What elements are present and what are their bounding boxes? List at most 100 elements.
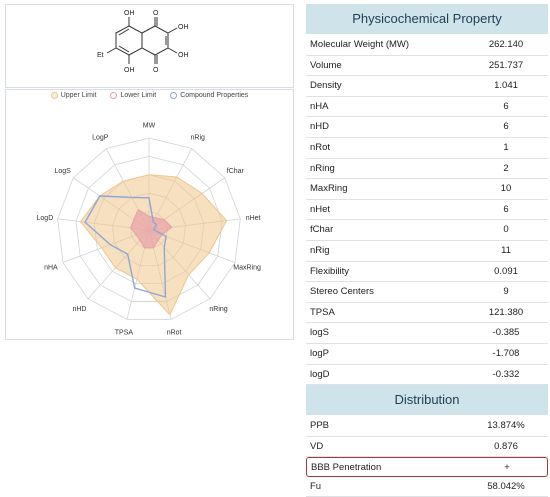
row-label: logD <box>310 368 330 380</box>
row-value: 1.041 <box>494 80 518 92</box>
radar-axis-label: fChar <box>227 168 245 175</box>
row-label: Stereo Centers <box>310 286 374 298</box>
row-label: MaxRing <box>310 183 348 195</box>
radar-axis-label: LogD <box>37 215 54 222</box>
row-label: nRot <box>310 141 331 153</box>
substituent-label: OH <box>178 52 189 59</box>
table-row: nHD 6 <box>306 117 548 138</box>
row-value: 0.876 <box>494 440 518 452</box>
table-row: Flexibility 0.091 <box>306 261 548 283</box>
row-label: PPB <box>310 420 330 432</box>
physchem-header: Physicochemical Property <box>306 4 548 35</box>
radar-axis-label: MW <box>143 123 156 130</box>
row-label: nHet <box>310 203 331 215</box>
radar-axis-label: nRig <box>191 135 206 142</box>
radar-axis-label: LogS <box>55 168 72 175</box>
table-row: nHA 6 <box>306 96 548 118</box>
row-label: TPSA <box>310 306 335 318</box>
distribution-header: Distribution <box>306 385 548 417</box>
row-label: Flexibility <box>310 265 350 277</box>
row-value: 0 <box>503 224 509 236</box>
legend-lower-label: Lower Limit <box>120 92 157 99</box>
upper-limit-icon <box>50 92 58 99</box>
radar-axis-label: nRot <box>167 329 182 336</box>
table-row: nRing 2 <box>306 158 548 180</box>
radar-axis-label: nHD <box>72 306 86 313</box>
table-row: nHet 6 <box>306 199 548 221</box>
row-value: 6 <box>503 100 509 112</box>
table-row: nRig 11 <box>306 240 548 262</box>
row-label: fChar <box>310 224 334 236</box>
row-value: 6 <box>503 203 509 215</box>
table-row: TPSA 121.380 <box>306 302 548 324</box>
radar-lower-limit-series <box>130 208 173 249</box>
radar-chart: MW nRig fChar nHet MaxRing nRing nRot TPSA nHD nH… <box>37 123 261 337</box>
table-row: VD 0.876 <box>306 436 548 458</box>
distribution-rows: PPB 13.874% VD 0.876 BBB Penetration + Fu 58.04… <box>306 416 548 497</box>
row-value: 2 <box>503 162 509 174</box>
physchem-rows: Molecular Weight (MW) 262.140 Volume 251.73… <box>306 35 548 386</box>
row-value: -0.385 <box>492 327 520 339</box>
legend-upper[interactable]: Upper Limit <box>50 92 97 99</box>
radar-chart-panel: Upper Limit Lower Limit Compound Propert… <box>5 89 294 340</box>
table-row: nRot 1 <box>306 137 548 159</box>
substituent-label: Et <box>97 52 104 59</box>
property-table: Physicochemical Property Molecular Weigh… <box>306 4 548 497</box>
radar-legend: Upper Limit Lower Limit Compound Propert… <box>6 92 293 101</box>
molecule-structure-panel: OH O OH Et OH O OH <box>5 4 294 88</box>
radar-axis-label: TPSA <box>115 329 134 336</box>
table-row: Molecular Weight (MW) 262.140 <box>306 35 548 56</box>
row-value: + <box>504 462 510 474</box>
legend-compound[interactable]: Compound Properties <box>170 92 248 99</box>
row-value: -0.332 <box>492 368 520 380</box>
row-value: 10 <box>500 183 512 195</box>
row-label: Volume <box>310 59 342 71</box>
table-row: Volume 251.737 <box>306 55 548 77</box>
row-label: Density <box>310 80 342 92</box>
row-label: BBB Penetration <box>311 462 382 474</box>
row-value: 58.042% <box>487 480 525 492</box>
table-row: logS -0.385 <box>306 323 548 344</box>
row-label: VD <box>310 440 324 452</box>
row-value: 262.140 <box>488 39 524 50</box>
row-label: Molecular Weight (MW) <box>310 39 410 50</box>
table-row: Fu 58.042% <box>306 476 548 497</box>
radar-compound-series <box>84 195 167 298</box>
legend-compound-label: Compound Properties <box>180 92 249 99</box>
compound-properties-icon <box>170 92 178 99</box>
row-value: 13.874% <box>487 420 525 432</box>
table-row: logP -1.708 <box>306 343 548 365</box>
table-row: MaxRing 10 <box>306 179 548 200</box>
row-value: 121.380 <box>488 306 524 318</box>
radar-grid-ring <box>57 137 241 320</box>
row-value: 0.091 <box>494 265 518 277</box>
row-value: 1 <box>503 141 509 153</box>
substituent-label: OH <box>178 24 189 31</box>
row-label: nRig <box>310 244 330 256</box>
molecule-structure: OH O OH Et OH O OH <box>97 10 189 74</box>
radar-axis-label: nHA <box>44 265 58 272</box>
substituent-label: O <box>153 10 159 17</box>
table-row: Stereo Centers 9 <box>306 282 548 303</box>
legend-lower[interactable]: Lower Limit <box>110 92 156 99</box>
radar-axis-label: LogP <box>92 135 109 142</box>
table-row: Density 1.041 <box>306 76 548 97</box>
row-value: -1.708 <box>492 347 520 359</box>
lower-limit-icon <box>110 92 118 99</box>
substituent-label: O <box>153 67 159 74</box>
substituent-label: OH <box>124 10 135 17</box>
row-label: logP <box>310 347 330 359</box>
row-label: nRing <box>310 162 335 174</box>
table-row: logD -0.332 <box>306 364 548 386</box>
substituent-label: OH <box>124 67 135 74</box>
row-label: logS <box>310 327 330 339</box>
row-value: 6 <box>503 121 509 133</box>
radar-axis-label: nRing <box>209 306 227 313</box>
radar-axis-label: MaxRing <box>233 265 261 272</box>
table-row: fChar 0 <box>306 220 548 241</box>
radar-grid-ring <box>75 155 223 302</box>
row-value: 11 <box>501 244 511 256</box>
table-row: BBB Penetration + <box>306 457 548 477</box>
table-row: PPB 13.874% <box>306 416 548 437</box>
row-label: nHA <box>310 100 329 112</box>
